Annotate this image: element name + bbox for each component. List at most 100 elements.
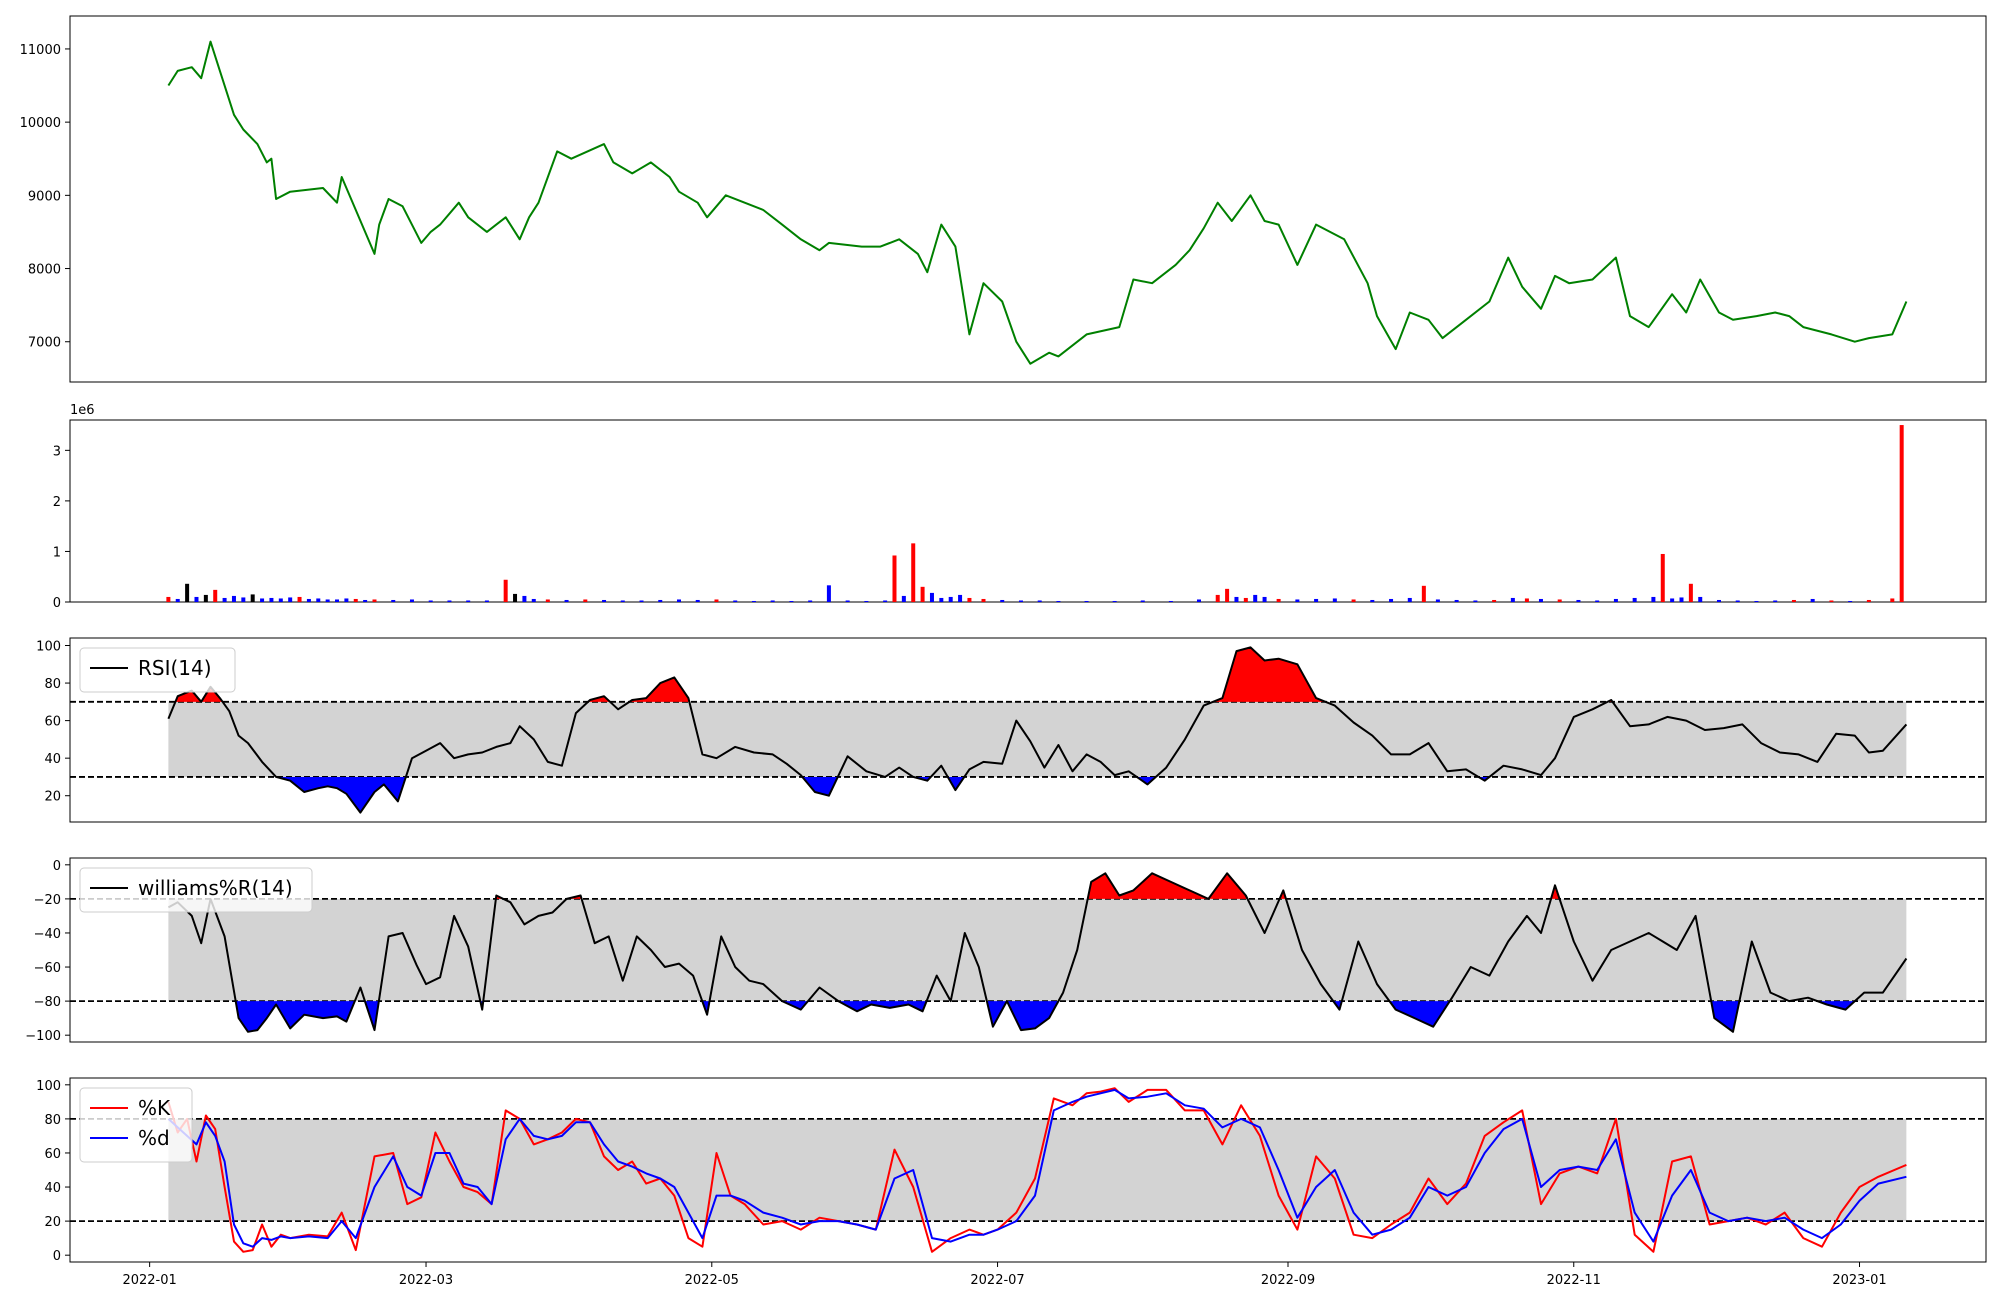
volume-bar — [892, 555, 897, 602]
volume-bar — [1243, 597, 1248, 602]
volume-ytick-label: 1 — [53, 545, 61, 560]
volume-bar — [564, 599, 569, 602]
volume-bar — [1225, 588, 1230, 602]
stochastic-panel-frame — [69, 1077, 1987, 1263]
volume-bar — [484, 600, 489, 602]
volume-bar — [1773, 600, 1778, 602]
volume-bar — [1370, 599, 1375, 602]
volume-ytick-label: 0 — [53, 596, 61, 611]
volume-bar — [1056, 600, 1061, 602]
x-tick-label: 2022-09 — [1261, 1273, 1315, 1288]
volume-bar — [1112, 600, 1117, 602]
stochastic-ytick-label: 40 — [44, 1181, 61, 1196]
volume-bar — [185, 583, 190, 602]
volume-bar — [203, 594, 208, 602]
rsi-line — [167, 646, 1908, 814]
x-tick-label: 2023-01 — [1832, 1273, 1886, 1288]
volume-bar — [1660, 553, 1665, 602]
williams-panel-frame — [69, 857, 1987, 1043]
williams-ytick-label: −60 — [34, 961, 61, 976]
volume-bar — [920, 586, 925, 602]
volume-bar — [306, 598, 311, 602]
stochastic-d-line — [167, 1088, 1907, 1248]
volume-bar — [194, 596, 199, 602]
stochastic-ytick-label: 60 — [44, 1147, 61, 1162]
williams-ytick-label: 0 — [53, 859, 61, 874]
volume-bar — [1735, 600, 1740, 602]
volume-bar — [513, 593, 518, 602]
volume-bar — [1473, 600, 1478, 602]
price-ytick-label: 9000 — [28, 189, 61, 204]
volume-bar — [1037, 600, 1042, 602]
rsi-legend-label: RSI(14) — [138, 656, 212, 680]
rsi-ytick-label: 100 — [36, 640, 61, 655]
volume-bar — [948, 596, 953, 602]
volume-bar — [1791, 599, 1796, 602]
volume-bar — [213, 589, 218, 602]
volume-bar — [1595, 600, 1600, 602]
volume-bar — [864, 600, 869, 602]
volume-bar — [325, 599, 330, 602]
williams-ytick-label: −100 — [25, 1029, 61, 1044]
volume-bar — [222, 597, 227, 602]
rsi-ytick-label: 20 — [44, 790, 61, 805]
stochastic-legend: %K %d — [79, 1087, 193, 1163]
volume-bar — [845, 600, 850, 602]
volume-bar — [1407, 597, 1412, 602]
volume-bar — [1140, 600, 1145, 602]
volume-bar — [1524, 598, 1529, 602]
volume-bar — [1215, 594, 1220, 602]
volume-bar — [1196, 599, 1201, 602]
williams-oversold-fill-group — [235, 1001, 1855, 1032]
volume-bar — [981, 598, 986, 602]
volume-bar — [1890, 598, 1895, 602]
volume-bar — [695, 599, 700, 602]
x-tick-label: 2022-11 — [1547, 1273, 1601, 1288]
volume-bar — [883, 600, 888, 602]
price-ytick-label: 7000 — [28, 336, 61, 351]
volume-bar — [335, 599, 340, 602]
volume-ytick-label: 2 — [53, 495, 61, 510]
rsi-legend-box — [79, 647, 236, 693]
volume-bar — [531, 598, 536, 602]
williams-ytick-label: −20 — [34, 893, 61, 908]
volume-bar — [545, 599, 550, 602]
rsi-panel-frame — [69, 637, 1987, 823]
volume-bar — [363, 599, 368, 602]
x-tick-label: 2022-03 — [399, 1273, 453, 1288]
volume-bar — [1848, 600, 1853, 602]
volume-bar — [1262, 596, 1267, 602]
volume-bar — [1716, 599, 1721, 602]
rsi-overbought-fill-group — [175, 647, 1613, 702]
price-ytick-label: 11000 — [20, 43, 61, 58]
volume-bar — [1829, 600, 1834, 602]
volume-bar — [409, 599, 414, 602]
stochastic-legend-label: %K — [138, 1096, 171, 1120]
volume-bar — [1810, 598, 1815, 602]
volume-bar — [297, 596, 302, 602]
price-line — [167, 40, 1908, 365]
volume-bar — [466, 600, 471, 602]
rsi-ytick-label: 40 — [44, 752, 61, 767]
volume-bar — [1295, 599, 1300, 602]
williams-legend-box — [79, 867, 313, 913]
volume-bar — [733, 600, 738, 602]
volume-bar — [428, 600, 433, 602]
volume-bar — [1613, 598, 1618, 602]
volume-bar — [175, 598, 180, 602]
volume-bar — [241, 597, 246, 602]
volume-bar — [344, 598, 349, 602]
volume-scale-label: 1e6 — [70, 403, 95, 418]
williams-oversold-fill — [1711, 1001, 1740, 1032]
volume-bar — [1576, 599, 1581, 602]
volume-bar — [602, 599, 607, 602]
volume-bar — [1670, 598, 1675, 602]
volume-bar — [1651, 596, 1656, 602]
rsi-oversold-fill — [802, 776, 838, 796]
volume-bar — [250, 594, 255, 602]
rsi-ytick-label: 60 — [44, 715, 61, 730]
volume-bar — [1276, 598, 1281, 602]
volume-bar — [1698, 596, 1703, 602]
volume-bar — [288, 597, 293, 602]
